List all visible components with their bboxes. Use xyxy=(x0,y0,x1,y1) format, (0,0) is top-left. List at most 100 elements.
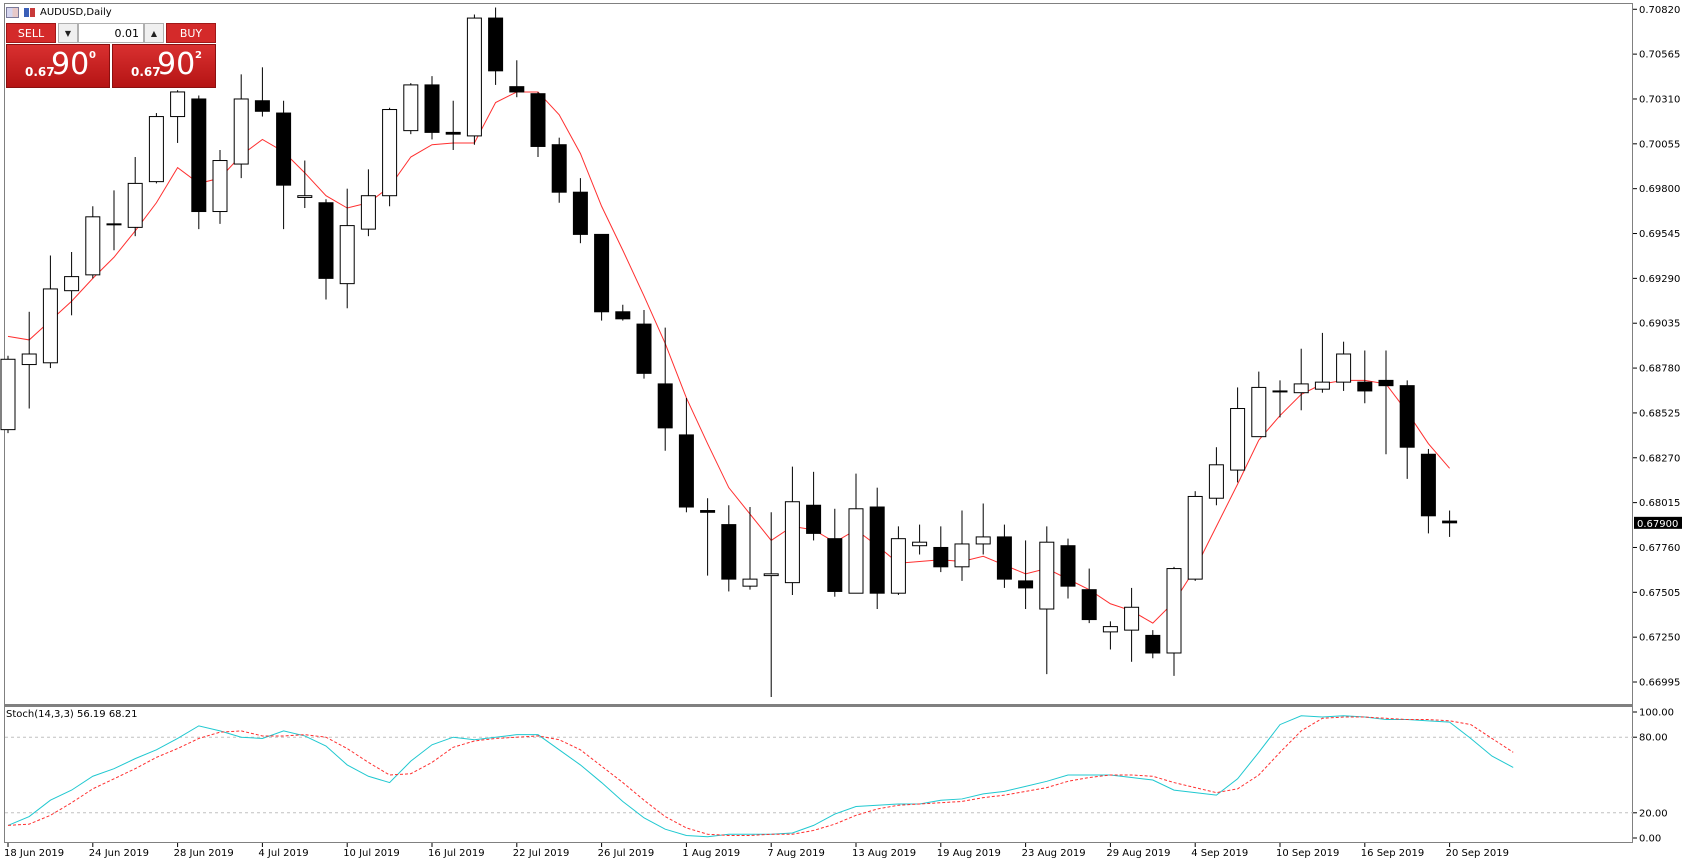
candle xyxy=(466,14,482,145)
lot-increase-arrow-icon[interactable]: ▲ xyxy=(144,23,164,43)
candle-body-bull xyxy=(403,84,419,132)
candle xyxy=(700,498,716,576)
candle-body-bear xyxy=(191,98,207,213)
candle xyxy=(975,503,991,555)
candle-body-bull xyxy=(1251,386,1267,438)
time-axis: 18 Jun 2019 24 Jun 2019 28 Jun 2019 4 Jul 2… xyxy=(4,843,1509,859)
stoch-tick-label: 0.00 xyxy=(1639,834,1661,845)
candle-body-bull xyxy=(912,541,928,547)
candle-body-bear xyxy=(1378,379,1394,387)
chart-window-icon[interactable] xyxy=(6,6,19,18)
time-tick-label: 26 Jul 2019 xyxy=(598,848,655,859)
candle xyxy=(42,255,58,369)
lot-decrease-arrow-icon[interactable]: ▼ xyxy=(58,23,78,43)
candle xyxy=(254,67,270,117)
sell-price-prefix: 0.67 xyxy=(25,65,55,79)
candle-body-bull xyxy=(339,225,355,285)
candle-body-bull xyxy=(848,508,864,594)
candle-body-bear xyxy=(594,233,610,313)
stoch-levels xyxy=(5,736,1633,814)
price-tick-label: 0.67250 xyxy=(1639,633,1680,644)
candle xyxy=(509,60,525,98)
price-badge-label: 0.67900 xyxy=(1637,519,1678,530)
time-tick-label: 10 Jul 2019 xyxy=(343,848,400,859)
stoch-pane-frame xyxy=(4,706,1633,843)
price-tick-label: 0.69545 xyxy=(1639,229,1680,240)
candle xyxy=(1272,380,1288,418)
candle xyxy=(869,487,885,610)
candle xyxy=(1124,587,1140,662)
one-click-trading-icon[interactable] xyxy=(23,7,36,18)
candle xyxy=(0,355,16,434)
price-tick-label: 0.68780 xyxy=(1639,364,1680,375)
candle-body-bear xyxy=(721,524,737,580)
time-tick-label: 19 Aug 2019 xyxy=(937,848,1001,859)
candle xyxy=(1208,447,1224,506)
candle xyxy=(657,327,673,451)
lot-size-input[interactable] xyxy=(78,23,144,43)
candle-body-bear xyxy=(1060,545,1076,587)
candle-body-bear xyxy=(1018,580,1034,589)
candle-body-bull xyxy=(784,501,800,584)
candle xyxy=(848,473,864,594)
candle-body-bull xyxy=(106,223,122,226)
candle-body-bear xyxy=(530,93,546,147)
candle xyxy=(763,512,779,697)
candle-body-bull xyxy=(1272,390,1288,393)
sell-button[interactable]: SELL xyxy=(6,23,56,43)
candle xyxy=(954,510,970,581)
candle xyxy=(1378,350,1394,455)
candle-body-bull xyxy=(1208,464,1224,499)
candle-body-bull xyxy=(1039,541,1055,610)
candle xyxy=(615,304,631,321)
candle-body-bear xyxy=(445,131,461,135)
candle xyxy=(1018,540,1034,610)
candle-body-bull xyxy=(148,116,164,183)
candle xyxy=(636,310,652,379)
candle xyxy=(678,397,694,513)
candle xyxy=(445,100,461,150)
price-tick-label: 0.70820 xyxy=(1639,5,1680,16)
buy-price-box[interactable]: 0.67 90 2 xyxy=(112,44,216,88)
candle-body-bull xyxy=(360,195,376,230)
candle-body-bear xyxy=(551,144,567,193)
candle-body-bear xyxy=(636,323,652,374)
stoch-tick-label: 100.00 xyxy=(1639,708,1674,719)
price-tick-label: 0.68270 xyxy=(1639,453,1680,464)
price-tick-label: 0.66995 xyxy=(1639,678,1680,689)
candle-body-bear xyxy=(1081,589,1097,621)
candle-body-bull xyxy=(890,538,906,594)
candle-body-bull xyxy=(1102,626,1118,633)
candle-body-bull xyxy=(466,17,482,137)
candle-body-bull xyxy=(1166,568,1182,654)
stoch-main-line xyxy=(7,715,1514,838)
candle-body-bear xyxy=(488,17,504,72)
candle-body-bear xyxy=(678,434,694,508)
buy-button[interactable]: BUY xyxy=(166,23,216,43)
candle-body-bull xyxy=(1314,381,1330,390)
candle xyxy=(1251,371,1267,438)
time-tick-label: 20 Sep 2019 xyxy=(1446,848,1509,859)
candle xyxy=(212,149,228,224)
candle-body-bear xyxy=(827,538,843,592)
time-tick-label: 22 Jul 2019 xyxy=(513,848,570,859)
candle-body-bull xyxy=(297,195,313,198)
sell-price-box[interactable]: 0.67 90 0 xyxy=(6,44,110,88)
candle xyxy=(1357,350,1373,404)
candle xyxy=(191,95,207,230)
candle-body-bull xyxy=(382,109,398,197)
price-tick-label: 0.69800 xyxy=(1639,184,1680,195)
candle-body-bull xyxy=(0,358,16,431)
price-tick-label: 0.70310 xyxy=(1639,94,1680,105)
candle-body-bull xyxy=(212,160,228,213)
stochastic-lines xyxy=(7,715,1514,838)
candle xyxy=(424,76,440,140)
candle xyxy=(594,233,610,321)
candle-body-bear xyxy=(615,311,631,320)
candle xyxy=(148,113,164,184)
candle xyxy=(382,107,398,207)
candle xyxy=(21,311,37,409)
candle xyxy=(1166,566,1182,676)
candle-body-bear xyxy=(424,84,440,133)
